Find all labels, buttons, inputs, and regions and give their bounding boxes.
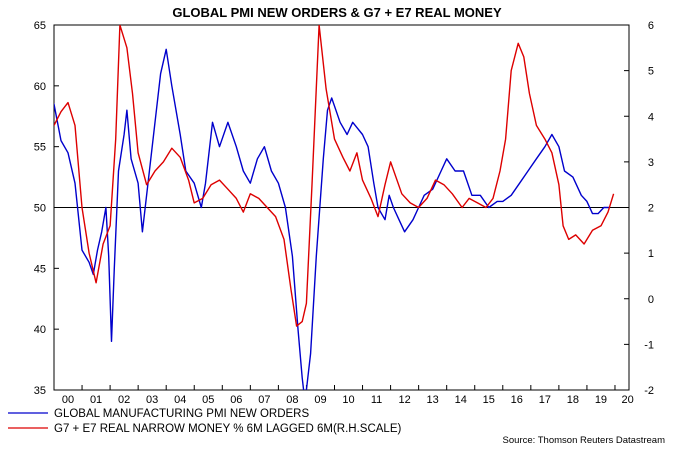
left-y-tick-label: 60 — [34, 81, 46, 93]
right-y-tick-label: 5 — [648, 66, 654, 78]
x-tick-label: 10 — [342, 394, 354, 406]
x-tick-label: 02 — [118, 394, 130, 406]
x-tick-label: 08 — [286, 394, 298, 406]
left-y-tick-label: 55 — [34, 142, 46, 154]
left-y-tick-label: 45 — [34, 263, 46, 275]
right-y-tick-label: 6 — [648, 20, 654, 32]
right-y-axis: -2 -1 0 1 2 3 4 5 6 — [624, 20, 654, 397]
left-y-tick-label: 65 — [34, 20, 46, 32]
right-y-tick-label: 1 — [648, 248, 654, 260]
x-tick-label: 13 — [427, 394, 439, 406]
right-y-tick-label: 2 — [648, 203, 654, 215]
x-tick-label: 16 — [511, 394, 523, 406]
left-y-axis: 35 40 45 50 55 60 65 — [34, 20, 59, 397]
x-tick-label: 15 — [483, 394, 495, 406]
x-tick-label: 12 — [398, 394, 410, 406]
x-tick-label: 19 — [595, 394, 607, 406]
x-tick-label: 05 — [202, 394, 214, 406]
legend-label-money: G7 + E7 REAL NARROW MONEY % 6M LAGGED 6M… — [54, 423, 401, 435]
right-y-tick-label: -1 — [644, 339, 654, 351]
series-line-money — [54, 25, 615, 327]
x-tick-label: 01 — [90, 394, 102, 406]
x-tick-label: 04 — [174, 394, 186, 406]
chart-title: GLOBAL PMI NEW ORDERS & G7 + E7 REAL MON… — [172, 5, 502, 20]
x-tick-label: 17 — [539, 394, 551, 406]
right-y-tick-label: 3 — [648, 157, 654, 169]
x-tick-label: 06 — [230, 394, 242, 406]
x-tick-label: 09 — [314, 394, 326, 406]
left-y-tick-label: 50 — [34, 203, 46, 215]
x-tick-label: 14 — [455, 394, 467, 406]
right-y-tick-label: 0 — [648, 294, 654, 306]
x-tick-label: 18 — [567, 394, 579, 406]
left-y-tick-label: 40 — [34, 324, 46, 336]
x-tick-label: 20 — [621, 394, 633, 406]
right-y-tick-label: -2 — [644, 385, 654, 397]
source-note: Source: Thomson Reuters Datastream — [503, 435, 666, 446]
x-axis: 00 01 02 03 04 05 06 07 08 09 10 11 12 13 14 15 16 17 18 19… — [53, 385, 634, 406]
x-tick-label: 00 — [62, 394, 74, 406]
series-line-pmi — [54, 48, 610, 390]
x-tick-label: 07 — [258, 394, 270, 406]
x-tick-label: 11 — [371, 394, 382, 406]
left-y-tick-label: 35 — [34, 385, 46, 397]
right-y-tick-label: 4 — [648, 111, 654, 123]
series-group — [54, 25, 615, 390]
legend-label-pmi: GLOBAL MANUFACTURING PMI NEW ORDERS — [54, 408, 309, 420]
x-tick-label: 03 — [146, 394, 158, 406]
